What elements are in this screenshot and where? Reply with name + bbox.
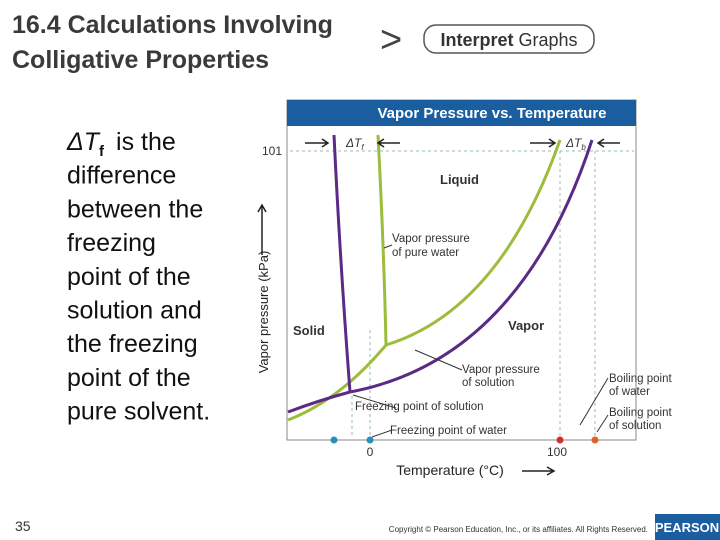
region-label: Liquid <box>440 172 479 187</box>
x-axis-label: Temperature (°C) <box>396 462 504 478</box>
delta-symbol: ΔT <box>565 136 583 150</box>
annotation-line: Vapor pressure <box>392 233 470 245</box>
axis-dot <box>330 436 338 444</box>
delta-arrows <box>530 138 620 148</box>
logo-box <box>655 514 720 540</box>
body-line: between the <box>67 195 203 223</box>
leader-lines <box>352 244 609 438</box>
delta-subscript: f <box>99 143 105 160</box>
annotation-line: Boiling point <box>609 407 672 419</box>
annotation: Vapor pressure of solution <box>462 364 540 389</box>
annotation-line: of water <box>609 386 650 398</box>
axis-arrow <box>522 466 556 476</box>
logo: PEARSON <box>655 520 719 535</box>
annotation-line: of solution <box>609 420 661 432</box>
y-axis-label: Vapor pressure (kPa) <box>256 251 271 374</box>
solution-vapor-curve <box>349 139 594 394</box>
interpret-button[interactable] <box>423 24 595 54</box>
axis-arrow <box>257 203 267 255</box>
water-sublimation-curve <box>287 344 388 422</box>
y-tick-label: 101 <box>262 144 282 158</box>
body-line: pure solvent. <box>67 398 210 426</box>
annotation: Freezing point of water <box>390 425 507 437</box>
body-line: the freezing <box>67 330 198 358</box>
delta-symbol: ΔT <box>66 128 101 156</box>
axis-dot <box>366 436 374 444</box>
copyright: Copyright © Pearson Education, Inc., or … <box>389 525 648 534</box>
annotation: Freezing point of solution <box>355 401 484 413</box>
region-label: Solid <box>293 323 325 338</box>
body-line: point of the <box>67 263 191 291</box>
delta-tf: ΔTf <box>345 136 364 152</box>
axis-dot <box>591 436 599 444</box>
delta-subscript: b <box>581 143 586 152</box>
delta-tb: ΔTb <box>565 136 586 152</box>
delta-arrows <box>305 138 400 148</box>
title-line: 16.4 Calculations Involving <box>12 11 333 39</box>
annotation-line: Vapor pressure <box>462 364 540 376</box>
delta-symbol: ΔT <box>345 136 363 150</box>
button-bold[interactable]: Interpret <box>440 30 513 50</box>
body-line: solution and <box>67 297 202 325</box>
annotation: Boiling point of water <box>609 373 672 398</box>
body-line: freezing <box>67 229 156 257</box>
page-number: 35 <box>15 518 31 534</box>
axis-dot <box>556 436 564 444</box>
x-tick-label: 0 <box>367 445 374 459</box>
button-normal[interactable]: Graphs <box>519 30 578 50</box>
region-label: Vapor <box>508 318 544 333</box>
chevron: > <box>380 19 402 61</box>
figure-title: Vapor Pressure vs. Temperature <box>378 105 607 122</box>
title-line: Colligative Properties <box>12 46 269 74</box>
solution-sublimation-curve <box>287 390 351 414</box>
annotation: Vapor pressure of pure water <box>392 233 470 259</box>
water-fusion-curve <box>376 134 388 346</box>
body-line: point of the <box>67 364 191 392</box>
body-lines: difference between the freezing point of th… <box>67 162 210 426</box>
figure-title-bar <box>287 100 636 126</box>
water-vapor-curve <box>385 139 562 347</box>
body-line: difference <box>67 162 176 190</box>
annotation-line: of solution <box>462 377 514 389</box>
x-tick-label: 100 <box>547 445 567 459</box>
body-text: is the <box>116 128 176 156</box>
figure-frame <box>286 99 637 441</box>
button-label[interactable]: Interpret Graphs <box>440 30 577 50</box>
annotation-line: of pure water <box>392 247 459 259</box>
annotation-line: Boiling point <box>609 373 672 385</box>
annotation: Boiling point of solution <box>609 407 672 432</box>
delta-subscript: f <box>361 143 364 152</box>
solution-fusion-curve <box>332 134 352 393</box>
body-line: ΔTf is the <box>66 128 176 160</box>
